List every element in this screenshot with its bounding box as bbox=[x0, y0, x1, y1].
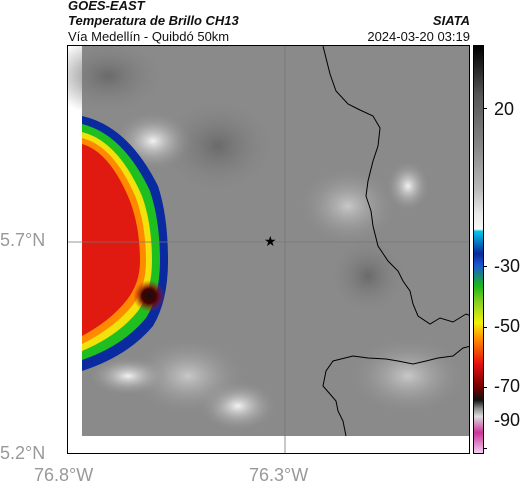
product-title: Temperatura de Brillo CH13 bbox=[68, 13, 239, 28]
colorbar-tickmark-minus90 bbox=[483, 448, 487, 449]
cloud-core-red bbox=[82, 144, 140, 336]
lat-tick-5-7: 5.7°N bbox=[0, 230, 46, 250]
satellite-title: GOES-EAST bbox=[68, 0, 145, 13]
colorbar-tickmark-20 bbox=[483, 108, 487, 109]
colorbar-tick-minus70: -70 bbox=[494, 376, 521, 396]
region-subtitle: Vía Medellín - Quibdó 50km bbox=[68, 29, 230, 44]
lon-tick-76-3: 76.3°W bbox=[249, 465, 309, 485]
colorbar-tick-minus30: -30 bbox=[494, 256, 521, 276]
brand-label: SIATA bbox=[432, 13, 470, 28]
department-border bbox=[322, 46, 469, 325]
cloud-coldest-core bbox=[133, 280, 165, 312]
colorbar-tick-minus50: -50 bbox=[494, 316, 521, 336]
colorbar-tickmark-minus70 bbox=[483, 387, 487, 388]
lon-tick-76-8: 76.8°W bbox=[34, 465, 94, 485]
colorbar-tickmark-minus50 bbox=[483, 327, 487, 328]
colorbar-tickmark-minus30 bbox=[483, 266, 487, 267]
colorbar-tick-minus90: -90 bbox=[494, 410, 521, 430]
lat-tick-5-2: 5.2°N bbox=[0, 443, 46, 463]
datetime-label: 2024-03-20 03:19 bbox=[367, 29, 470, 44]
colorbar-tick-20: 20 bbox=[494, 99, 515, 119]
star-icon[interactable]: ★ bbox=[264, 234, 277, 250]
satellite-map[interactable]: ★ bbox=[67, 45, 470, 454]
map-canvas: ★ bbox=[68, 46, 469, 453]
colorbar bbox=[473, 45, 484, 454]
municipal-border bbox=[322, 345, 469, 437]
